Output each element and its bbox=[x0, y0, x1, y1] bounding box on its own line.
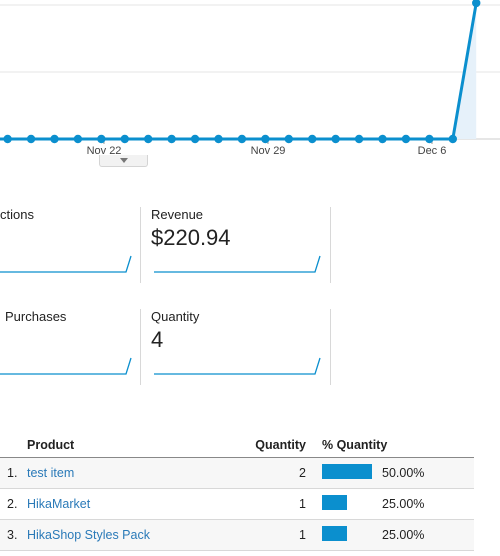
quantity-cell: 2 bbox=[247, 457, 314, 489]
data-point bbox=[261, 134, 270, 144]
data-point bbox=[284, 134, 293, 144]
product-cell: test item bbox=[27, 457, 247, 489]
product-link[interactable]: HikaShop Styles Pack bbox=[27, 528, 150, 542]
metric-card-transactions[interactable]: ctions bbox=[0, 207, 135, 287]
quantity-cell: 1 bbox=[247, 519, 314, 551]
data-point bbox=[144, 134, 153, 144]
product-cell: HikaMarket bbox=[27, 488, 247, 520]
metric-card-purchases[interactable]: Purchases bbox=[0, 309, 135, 389]
data-point bbox=[308, 134, 317, 144]
sparkline bbox=[154, 357, 321, 375]
row-index: 2. bbox=[0, 488, 27, 520]
products-table: Product Quantity % Quantity 1. test item… bbox=[0, 433, 474, 551]
data-point bbox=[401, 134, 411, 144]
pct-quantity-cell: 25.00% bbox=[314, 519, 474, 551]
sparkline bbox=[154, 255, 321, 273]
chevron-down-icon bbox=[120, 158, 128, 163]
column-header-quantity[interactable]: Quantity bbox=[247, 433, 314, 458]
pct-label: 25.00% bbox=[382, 497, 425, 511]
row-index: 1. bbox=[0, 457, 27, 489]
line-chart bbox=[0, 0, 500, 144]
product-link[interactable]: HikaMarket bbox=[27, 497, 91, 511]
metric-card-quantity[interactable]: Quantity 4 bbox=[151, 309, 326, 389]
metric-divider bbox=[140, 207, 141, 283]
data-point bbox=[73, 134, 83, 144]
metric-label: ctions bbox=[0, 207, 34, 222]
metric-value: $220.94 bbox=[151, 225, 231, 250]
data-point bbox=[97, 134, 106, 144]
metric-divider bbox=[140, 309, 141, 385]
sparkline bbox=[0, 255, 132, 273]
column-header-index bbox=[0, 433, 27, 458]
pct-quantity-cell: 25.00% bbox=[314, 488, 474, 520]
data-point bbox=[214, 134, 223, 144]
table-row: 3. HikaShop Styles Pack 1 25.00% bbox=[0, 519, 474, 551]
product-link[interactable]: test item bbox=[27, 466, 75, 480]
pct-bar bbox=[322, 526, 347, 541]
product-cell: HikaShop Styles Pack bbox=[27, 519, 247, 551]
metric-divider bbox=[330, 207, 331, 283]
data-point bbox=[378, 134, 387, 144]
pct-label: 25.00% bbox=[382, 528, 425, 542]
data-point bbox=[50, 134, 59, 144]
data-point bbox=[331, 134, 340, 144]
metric-card-revenue[interactable]: Revenue $220.94 bbox=[151, 207, 326, 287]
data-point bbox=[3, 134, 12, 144]
data-point bbox=[26, 134, 36, 144]
data-point bbox=[425, 134, 434, 144]
data-point bbox=[237, 134, 247, 144]
chart-collapse-handle[interactable] bbox=[99, 155, 148, 167]
data-point bbox=[354, 134, 364, 144]
table-row: 1. test item 2 50.00% bbox=[0, 457, 474, 489]
metric-value: 4 bbox=[151, 327, 164, 352]
x-tick-label: Dec 6 bbox=[417, 145, 447, 157]
pct-label: 50.00% bbox=[382, 466, 425, 480]
column-header-product[interactable]: Product bbox=[27, 433, 247, 458]
metric-label: Revenue bbox=[151, 207, 204, 222]
sparkline bbox=[0, 357, 132, 375]
table-header-row: Product Quantity % Quantity bbox=[0, 433, 474, 458]
column-header-pct-quantity[interactable]: % Quantity bbox=[314, 433, 474, 458]
pct-bar bbox=[322, 495, 347, 510]
metric-label: Quantity bbox=[151, 309, 200, 324]
x-tick-label: Nov 29 bbox=[250, 145, 286, 157]
data-point bbox=[167, 134, 176, 144]
pct-bar bbox=[322, 464, 372, 479]
data-point bbox=[472, 0, 481, 8]
table-row: 2. HikaMarket 1 25.00% bbox=[0, 488, 474, 520]
data-point bbox=[448, 134, 457, 144]
row-index: 3. bbox=[0, 519, 27, 551]
pct-quantity-cell: 50.00% bbox=[314, 457, 474, 489]
metric-label: Purchases bbox=[5, 309, 67, 324]
quantity-cell: 1 bbox=[247, 488, 314, 520]
metric-divider bbox=[330, 309, 331, 385]
series-line bbox=[0, 2, 478, 141]
x-tick-label: Nov 22 bbox=[86, 145, 122, 157]
data-point bbox=[190, 134, 200, 144]
data-point bbox=[120, 134, 129, 144]
